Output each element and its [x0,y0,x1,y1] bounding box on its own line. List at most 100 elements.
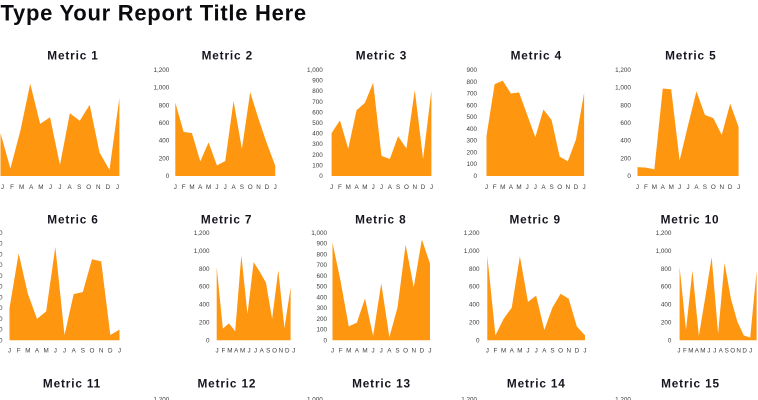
svg-text:J: J [372,348,375,355]
svg-text:A: A [541,184,546,191]
svg-text:D: D [420,348,425,355]
svg-text:1,000: 1,000 [615,85,631,92]
svg-text:S: S [549,184,553,191]
svg-text:M: M [189,184,194,191]
svg-text:M: M [44,348,49,355]
svg-text:J: J [526,348,529,355]
svg-text:J: J [380,184,383,191]
svg-text:J: J [526,184,529,191]
svg-text:A: A [387,348,392,355]
svg-text:M: M [346,348,351,355]
svg-text:0: 0 [476,337,480,344]
svg-text:400: 400 [661,302,672,309]
svg-text:Metric 4: Metric 4 [511,48,562,62]
svg-text:A: A [388,184,393,191]
svg-text:200: 200 [661,319,672,326]
svg-text:F: F [338,184,342,191]
svg-text:Metric 1: Metric 1 [47,48,98,62]
svg-text:F: F [10,184,14,191]
svg-text:O: O [558,348,563,355]
svg-text:400: 400 [620,138,631,145]
svg-text:Metric 8: Metric 8 [355,212,406,226]
svg-text:A: A [509,184,514,191]
svg-text:1,000: 1,000 [154,85,170,92]
svg-text:600: 600 [312,109,323,116]
svg-text:J: J [224,184,227,191]
svg-text:100: 100 [466,161,477,168]
svg-text:M: M [25,348,30,355]
svg-text:F: F [339,348,343,355]
svg-text:200: 200 [466,149,477,156]
svg-text:J: J [535,348,538,355]
svg-text:D: D [742,348,747,355]
svg-text:J: J [330,184,333,191]
svg-text:M: M [501,348,506,355]
svg-text:600: 600 [466,102,477,109]
svg-text:Type Your Report Title Here: Type Your Report Title Here [1,0,307,25]
svg-text:600: 600 [661,284,672,291]
svg-text:800: 800 [620,102,631,109]
svg-text:M: M [688,348,693,355]
svg-text:100: 100 [312,162,323,169]
svg-text:Metric 6: Metric 6 [47,212,98,226]
svg-text:1,200: 1,200 [154,67,170,74]
svg-text:400: 400 [0,294,3,301]
svg-text:F: F [683,348,687,355]
svg-text:D: D [106,184,111,191]
svg-text:O: O [711,184,716,191]
svg-text:N: N [99,348,104,355]
svg-text:S: S [77,184,81,191]
svg-text:J: J [1,184,4,191]
svg-text:1,200: 1,200 [656,230,672,237]
svg-text:600: 600 [620,120,631,127]
svg-text:N: N [256,184,261,191]
svg-text:Metric 14: Metric 14 [507,377,566,391]
svg-text:1,000: 1,000 [307,396,323,400]
svg-text:900: 900 [0,241,3,248]
svg-text:Metric 9: Metric 9 [510,212,561,226]
svg-text:200: 200 [312,152,323,159]
svg-text:0: 0 [319,173,323,180]
svg-text:S: S [240,184,244,191]
svg-text:J: J [534,184,537,191]
svg-text:800: 800 [199,266,210,273]
svg-text:Metric 12: Metric 12 [198,377,257,391]
svg-text:O: O [90,348,95,355]
svg-text:J: J [380,348,383,355]
svg-text:Metric 10: Metric 10 [661,212,720,226]
svg-text:200: 200 [159,155,170,162]
svg-text:400: 400 [466,126,477,133]
svg-text:800: 800 [0,251,3,258]
svg-text:600: 600 [199,284,210,291]
svg-text:300: 300 [466,138,477,145]
svg-text:0: 0 [0,337,3,344]
svg-text:F: F [17,348,21,355]
svg-text:M: M [500,184,505,191]
svg-text:J: J [486,348,489,355]
svg-text:M: M [652,184,657,191]
svg-text:J: J [215,184,218,191]
svg-text:N: N [719,184,724,191]
svg-text:F: F [644,184,648,191]
svg-text:500: 500 [466,114,477,121]
svg-text:400: 400 [199,302,210,309]
svg-text:200: 200 [469,319,480,326]
svg-text:1,200: 1,200 [194,230,210,237]
svg-text:Metric 11: Metric 11 [43,377,101,391]
svg-text:800: 800 [316,251,327,258]
svg-text:N: N [96,184,101,191]
svg-text:O: O [248,184,253,191]
svg-text:O: O [86,184,91,191]
svg-text:J: J [713,348,716,355]
svg-text:J: J [707,348,710,355]
svg-text:900: 900 [316,241,327,248]
svg-text:J: J [254,348,257,355]
svg-text:N: N [412,184,417,191]
svg-text:600: 600 [0,273,3,280]
svg-text:800: 800 [469,266,480,273]
svg-text:J: J [583,348,586,355]
svg-text:100: 100 [0,327,3,334]
svg-text:J: J [485,184,488,191]
svg-text:J: J [274,184,277,191]
svg-text:N: N [279,348,284,355]
